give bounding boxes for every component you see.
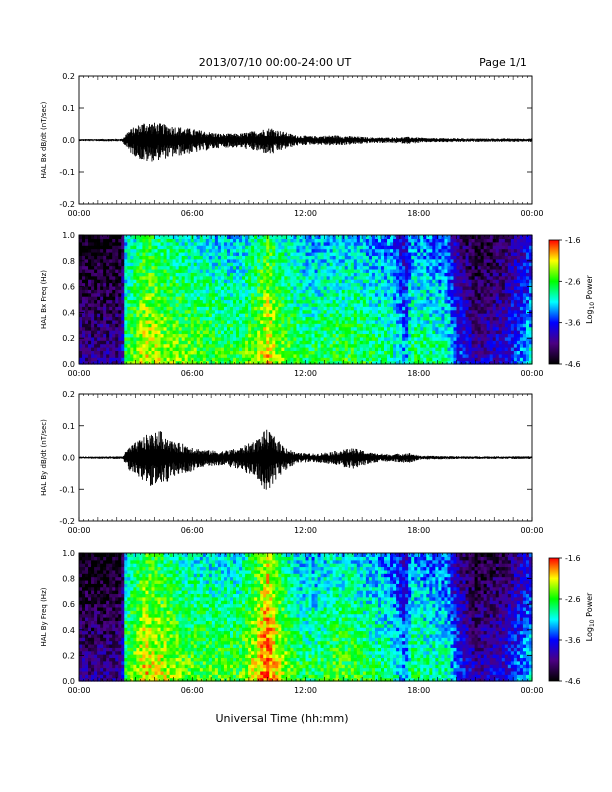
y-tick-label: 0.6 xyxy=(62,283,75,292)
page-indicator: Page 1/1 xyxy=(479,56,527,69)
x-tick-label: 12:00 xyxy=(294,686,317,695)
y-axis-label: HAL By dB/dt (nT/sec) xyxy=(40,419,48,496)
x-tick-label: 00:00 xyxy=(520,686,543,695)
x-tick-label: 06:00 xyxy=(181,526,204,535)
y-tick-label: 0.2 xyxy=(62,390,75,399)
x-tick-label: 18:00 xyxy=(407,209,430,218)
y-tick-label: -0.2 xyxy=(59,200,75,209)
y-tick-label: 0.2 xyxy=(62,72,75,81)
y-tick-label: 0.1 xyxy=(62,104,75,113)
colorbar-tick-label: -3.6 xyxy=(565,636,581,645)
y-tick-label: 0.4 xyxy=(62,308,75,317)
y-tick-label: 0.1 xyxy=(62,422,75,431)
colorbar-tick-label: -3.6 xyxy=(565,319,581,328)
x-tick-label: 12:00 xyxy=(294,526,317,535)
y-tick-label: 0.0 xyxy=(62,136,75,145)
heatmap-cells xyxy=(79,235,533,365)
colorbar-label: Log10 Power xyxy=(585,274,596,323)
y-axis-label: HAL Bx Freq (Hz) xyxy=(40,270,48,329)
x-tick-label: 12:00 xyxy=(294,209,317,218)
x-tick-label: 06:00 xyxy=(181,686,204,695)
waveform-trace xyxy=(78,122,533,162)
x-tick-label: 00:00 xyxy=(520,209,543,218)
colorbar-label: Log10 Power xyxy=(585,592,596,641)
heatmap-cells xyxy=(79,553,533,682)
y-axis-label: HAL By Freq (Hz) xyxy=(40,587,48,646)
x-tick-label: 00:00 xyxy=(520,369,543,378)
colorbar-tick-label: -2.6 xyxy=(565,595,581,604)
y-tick-label: 0.8 xyxy=(62,575,75,584)
y-tick-label: 0.4 xyxy=(62,626,75,635)
x-tick-label: 18:00 xyxy=(407,369,430,378)
colorbar xyxy=(548,239,560,365)
waveform-trace xyxy=(78,429,533,490)
x-axis-label: Universal Time (hh:mm) xyxy=(216,712,349,725)
colorbar-tick-label: -1.6 xyxy=(565,236,581,245)
y-tick-label: 0.0 xyxy=(62,677,75,686)
y-tick-label: -0.2 xyxy=(59,517,75,526)
x-tick-label: 12:00 xyxy=(294,369,317,378)
y-tick-label: 1.0 xyxy=(62,231,75,240)
y-tick-label: 0.0 xyxy=(62,360,75,369)
y-tick-label: -0.1 xyxy=(59,485,75,494)
x-tick-label: 00:00 xyxy=(67,526,90,535)
x-tick-label: 18:00 xyxy=(407,526,430,535)
x-tick-label: 00:00 xyxy=(67,369,90,378)
colorbar-tick-label: -2.6 xyxy=(565,277,581,286)
x-tick-label: 06:00 xyxy=(181,209,204,218)
y-tick-label: -0.1 xyxy=(59,168,75,177)
x-tick-label: 06:00 xyxy=(181,369,204,378)
colorbar-tick-label: -4.6 xyxy=(565,360,581,369)
colorbar-tick-label: -1.6 xyxy=(565,554,581,563)
colorbar xyxy=(548,557,560,682)
y-tick-label: 0.2 xyxy=(62,334,75,343)
y-tick-label: 0.2 xyxy=(62,651,75,660)
x-tick-label: 00:00 xyxy=(520,526,543,535)
x-tick-label: 18:00 xyxy=(407,686,430,695)
colorbar-tick-label: -4.6 xyxy=(565,677,581,686)
date-range-title: 2013/07/10 00:00-24:00 UT xyxy=(199,56,352,69)
y-tick-label: 0.8 xyxy=(62,257,75,266)
y-axis-label: HAL Bx dB/dt (nT/sec) xyxy=(40,101,48,178)
panels: 00:00 06:00 12:00 18:00 00:00-0.2-0.10.00.10… xyxy=(40,72,596,695)
x-tick-label: 00:00 xyxy=(67,686,90,695)
y-tick-label: 1.0 xyxy=(62,549,75,558)
x-tick-label: 00:00 xyxy=(67,209,90,218)
y-tick-label: 0.0 xyxy=(62,454,75,463)
y-tick-label: 0.6 xyxy=(62,600,75,609)
